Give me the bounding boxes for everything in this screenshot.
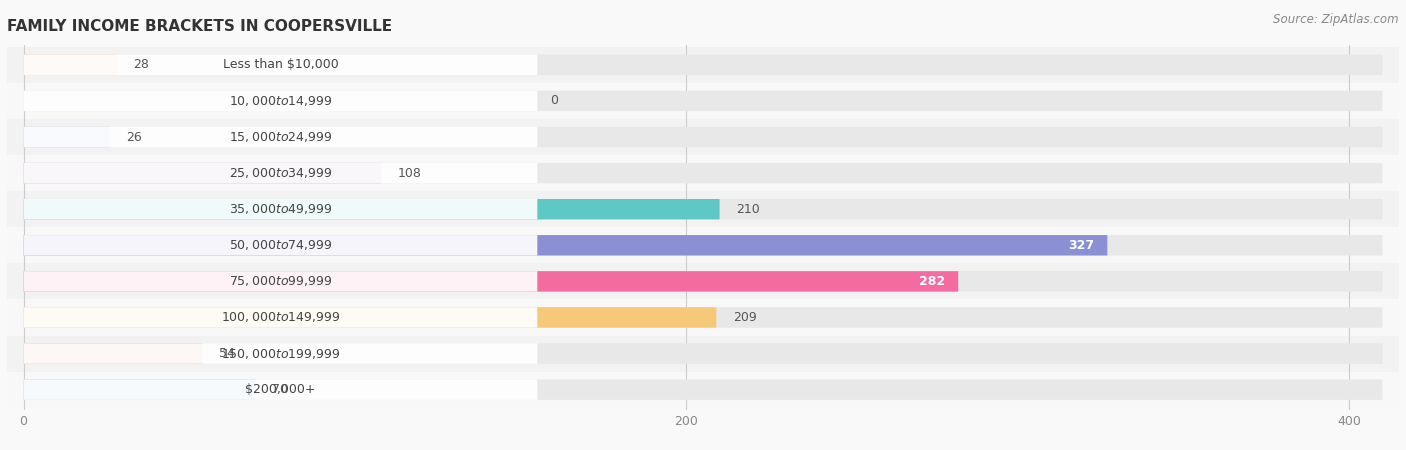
FancyBboxPatch shape (24, 199, 537, 220)
FancyBboxPatch shape (24, 235, 1382, 256)
FancyBboxPatch shape (24, 343, 537, 364)
Text: $75,000 to $99,999: $75,000 to $99,999 (229, 274, 332, 288)
Text: Less than $10,000: Less than $10,000 (222, 58, 339, 72)
FancyBboxPatch shape (24, 91, 1382, 111)
Text: 209: 209 (733, 311, 756, 324)
Text: 327: 327 (1069, 239, 1094, 252)
Text: 210: 210 (737, 202, 759, 216)
FancyBboxPatch shape (24, 271, 537, 292)
FancyBboxPatch shape (24, 307, 1382, 328)
Text: $150,000 to $199,999: $150,000 to $199,999 (221, 346, 340, 360)
Text: 54: 54 (219, 347, 235, 360)
Text: Source: ZipAtlas.com: Source: ZipAtlas.com (1274, 14, 1399, 27)
Text: $25,000 to $34,999: $25,000 to $34,999 (229, 166, 332, 180)
FancyBboxPatch shape (24, 163, 381, 183)
FancyBboxPatch shape (24, 271, 959, 292)
Text: 70: 70 (273, 383, 288, 396)
FancyBboxPatch shape (24, 163, 537, 183)
FancyBboxPatch shape (7, 191, 1399, 227)
FancyBboxPatch shape (24, 54, 537, 75)
Text: 26: 26 (127, 130, 142, 144)
FancyBboxPatch shape (24, 343, 202, 364)
FancyBboxPatch shape (24, 91, 537, 111)
FancyBboxPatch shape (24, 235, 537, 256)
Text: $15,000 to $24,999: $15,000 to $24,999 (229, 130, 332, 144)
FancyBboxPatch shape (24, 343, 1382, 364)
FancyBboxPatch shape (7, 372, 1399, 408)
FancyBboxPatch shape (24, 307, 716, 328)
FancyBboxPatch shape (7, 263, 1399, 299)
FancyBboxPatch shape (24, 54, 1382, 75)
FancyBboxPatch shape (24, 379, 537, 400)
FancyBboxPatch shape (24, 127, 1382, 147)
FancyBboxPatch shape (7, 47, 1399, 83)
FancyBboxPatch shape (24, 127, 537, 147)
FancyBboxPatch shape (24, 379, 1382, 400)
Text: 28: 28 (134, 58, 149, 72)
FancyBboxPatch shape (24, 235, 1108, 256)
FancyBboxPatch shape (24, 199, 1382, 220)
Text: 108: 108 (398, 166, 422, 180)
FancyBboxPatch shape (7, 155, 1399, 191)
Text: $50,000 to $74,999: $50,000 to $74,999 (229, 238, 332, 252)
FancyBboxPatch shape (7, 83, 1399, 119)
Text: $35,000 to $49,999: $35,000 to $49,999 (229, 202, 332, 216)
FancyBboxPatch shape (24, 54, 117, 75)
Text: FAMILY INCOME BRACKETS IN COOPERSVILLE: FAMILY INCOME BRACKETS IN COOPERSVILLE (7, 19, 392, 34)
FancyBboxPatch shape (24, 271, 1382, 292)
Text: 282: 282 (918, 275, 945, 288)
FancyBboxPatch shape (24, 199, 720, 220)
FancyBboxPatch shape (7, 119, 1399, 155)
FancyBboxPatch shape (7, 336, 1399, 372)
FancyBboxPatch shape (7, 299, 1399, 336)
FancyBboxPatch shape (24, 163, 1382, 183)
FancyBboxPatch shape (24, 127, 110, 147)
FancyBboxPatch shape (24, 379, 256, 400)
FancyBboxPatch shape (24, 307, 537, 328)
Text: $100,000 to $149,999: $100,000 to $149,999 (221, 310, 340, 324)
Text: 0: 0 (551, 94, 558, 108)
FancyBboxPatch shape (7, 227, 1399, 263)
Text: $200,000+: $200,000+ (245, 383, 316, 396)
Text: $10,000 to $14,999: $10,000 to $14,999 (229, 94, 332, 108)
